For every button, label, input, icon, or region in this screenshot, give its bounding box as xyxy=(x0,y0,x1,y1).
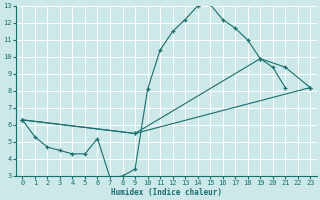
X-axis label: Humidex (Indice chaleur): Humidex (Indice chaleur) xyxy=(111,188,222,197)
